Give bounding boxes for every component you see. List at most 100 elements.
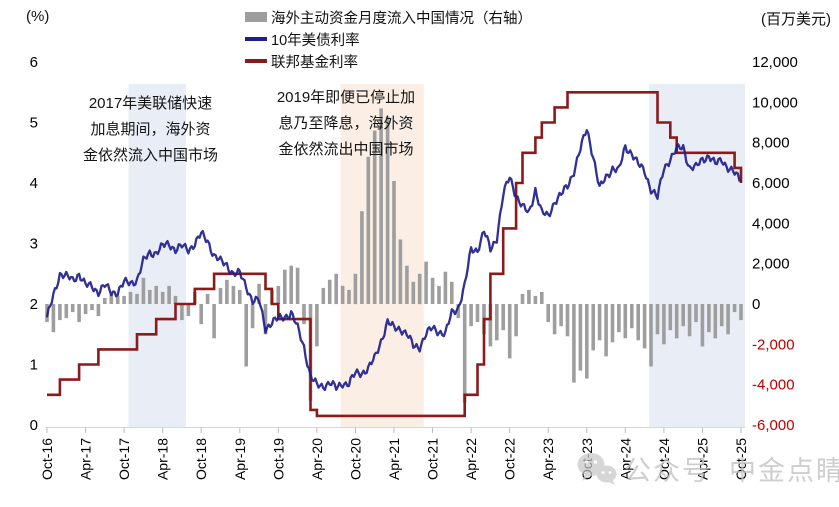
flow-bar (289, 265, 293, 304)
flow-bar (552, 304, 557, 335)
flow-bar (109, 293, 114, 304)
flow-bar (315, 304, 319, 347)
left-tick-label: 3 (30, 236, 38, 253)
flow-bar (231, 285, 236, 304)
flow-bar (366, 156, 371, 304)
flow-bar (514, 304, 518, 337)
flow-bar (437, 285, 441, 304)
left-axis-unit: (%) (26, 8, 50, 25)
flow-bar (186, 304, 191, 317)
flow-bar (527, 289, 531, 304)
flow-bar (360, 211, 364, 304)
legend: 海外主动资金月度流入中国情况（右轴） 10年美债利率 联邦基金利率 (245, 7, 532, 71)
flow-bar (295, 267, 300, 304)
line-swatch-icon (245, 37, 267, 41)
x-tick-label: Oct-19 (270, 438, 286, 480)
flow-bar (225, 279, 229, 304)
right-tick-label: -2,000 (752, 336, 795, 353)
flow-bar (218, 287, 223, 304)
x-tick-label: Apr-19 (232, 438, 248, 480)
highlight-region (649, 84, 745, 428)
flow-bar (668, 304, 673, 331)
flow-bar (520, 293, 525, 304)
x-tick-label: Apr-17 (78, 438, 94, 480)
legend-label: 联邦基金利率 (271, 54, 358, 71)
annotation-2019: 2019年即便已停止加 息乃至降息，海外资 金依然流出中国市场 (250, 85, 442, 163)
left-tick-label: 1 (30, 357, 38, 374)
flow-bar (173, 295, 178, 304)
flow-bar (70, 304, 75, 313)
flow-bar (353, 273, 358, 305)
right-tick-label: 10,000 (752, 94, 798, 111)
x-tick-label: Oct-25 (733, 438, 749, 480)
flow-bar (642, 304, 647, 349)
flow-bar (141, 277, 146, 304)
flow-bar (707, 304, 711, 333)
flow-bar (649, 304, 653, 367)
flow-bar (398, 239, 403, 304)
flow-bar (385, 116, 390, 305)
annotation-line: 2019年即便已停止加 (276, 89, 416, 106)
flow-bar (430, 277, 435, 304)
legend-item-ust10y: 10年美债利率 (245, 29, 532, 49)
flow-bar (591, 304, 595, 351)
legend-item-flows: 海外主动资金月度流入中国情况（右轴） (245, 7, 532, 27)
flow-bar (559, 304, 563, 327)
right-tick-label: 8,000 (752, 135, 790, 152)
x-tick-label: Oct-22 (502, 438, 518, 480)
flow-bar (540, 291, 544, 304)
flow-bar (122, 295, 126, 304)
flow-bar (424, 261, 428, 304)
flow-bar (417, 273, 422, 305)
annotation-line: 金依然流出中国市场 (278, 141, 414, 158)
flow-bar (565, 304, 570, 337)
flow-bar (630, 304, 634, 329)
legend-item-fedfunds: 联邦基金利率 (245, 51, 532, 71)
x-tick-label: Oct-20 (347, 438, 363, 480)
fed-funds-line (47, 91, 743, 418)
x-tick-label: Apr-18 (155, 438, 171, 480)
annotation-line: 息乃至降息，海外资 (278, 115, 414, 132)
flow-bar (662, 304, 666, 345)
bar-swatch-icon (245, 12, 267, 22)
flow-bar (604, 304, 608, 357)
flow-bar (103, 297, 107, 304)
flow-bar (636, 304, 640, 341)
flow-bar (302, 304, 306, 325)
right-tick-label: 2,000 (752, 256, 790, 273)
flow-bar (456, 304, 461, 319)
flow-bar (199, 304, 203, 325)
flow-bar (681, 304, 685, 327)
flow-bar (148, 289, 152, 304)
left-tick-label: 4 (30, 175, 38, 192)
right-tick-label: 12,000 (752, 54, 798, 71)
flow-bar (135, 293, 139, 304)
x-tick-label: Apr-23 (540, 438, 556, 480)
legend-label: 海外主动资金月度流入中国情况（右轴） (271, 10, 532, 27)
flow-bar (167, 285, 171, 304)
right-tick-label: 6,000 (752, 175, 790, 192)
x-tick-label: Oct-21 (425, 438, 441, 480)
flow-bar (488, 304, 493, 347)
x-tick-label: Apr-21 (386, 438, 402, 480)
annotation-line: 2017年美联储快速 (88, 95, 213, 112)
flow-bar (495, 304, 499, 341)
flow-bar (694, 304, 698, 323)
left-tick-label: 6 (30, 54, 38, 71)
x-tick-label: Oct-23 (579, 438, 595, 480)
flow-bar (655, 304, 660, 335)
flow-bar (617, 304, 621, 333)
flow-bar (674, 304, 679, 339)
flow-bar (283, 269, 287, 304)
flow-bar (739, 304, 743, 321)
x-tick-label: Oct-16 (39, 438, 55, 480)
flow-bar (405, 265, 409, 304)
flow-bar (450, 281, 454, 304)
flow-bar (726, 304, 730, 335)
flow-bar (321, 287, 326, 304)
flow-bar (347, 289, 351, 304)
flow-bar (372, 130, 377, 304)
x-tick-label: Oct-17 (116, 438, 132, 480)
